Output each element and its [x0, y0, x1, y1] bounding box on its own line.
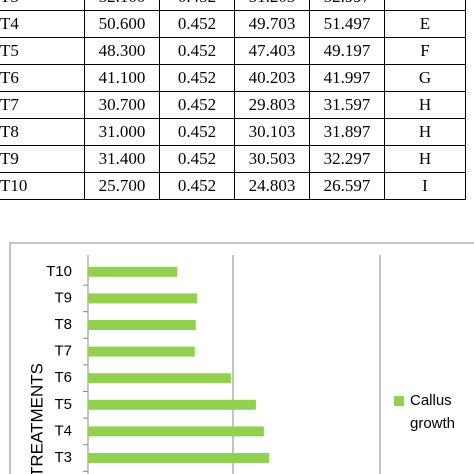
table-row: T7 30.700 0.452 29.803 31.597 H	[0, 91, 466, 119]
chart-frame	[9, 242, 474, 474]
y-axis-label: TREATMENTS	[27, 363, 46, 474]
table-cell: 24.803	[234, 172, 310, 200]
bar	[88, 346, 195, 357]
table-cell: 31.897	[309, 118, 385, 146]
table-row: T5 48.300 0.452 47.403 49.197 F	[0, 37, 466, 65]
table-cell: F	[384, 37, 466, 65]
bar	[88, 320, 196, 330]
table-cell: T10	[0, 172, 85, 200]
bar	[88, 453, 270, 463]
legend-swatch	[394, 396, 404, 406]
table-cell: 51.497	[309, 10, 385, 38]
table-cell: 49.703	[234, 10, 310, 38]
results-table: T352.1000.45251.20352.997T450.6000.45249…	[0, 0, 466, 200]
y-tick-label: T7	[54, 343, 72, 360]
table-cell: 0.452	[159, 91, 235, 119]
table-cell: 30.103	[234, 118, 310, 146]
table-cell: 0.452	[159, 64, 235, 92]
table-cell: T6	[0, 64, 85, 92]
table-cell: H	[384, 91, 466, 119]
y-tick-label: T6	[54, 369, 72, 386]
y-tick-label: T4	[54, 422, 72, 439]
y-tick-label: T10	[46, 263, 72, 280]
table-cell: 25.700	[84, 172, 160, 200]
table-cell: 30.503	[234, 145, 310, 173]
y-tick-label: T5	[54, 396, 72, 413]
bar	[88, 426, 264, 437]
legend-label: growth	[410, 415, 455, 432]
table-cell: 48.300	[84, 37, 160, 65]
y-tick-label: T9	[54, 289, 72, 306]
table-row: T6 41.100 0.452 40.203 41.997 G	[0, 64, 466, 92]
table-cell: 29.803	[234, 91, 310, 119]
table-cell: 40.203	[234, 64, 310, 92]
table-cell: 31.000	[84, 118, 160, 146]
table-row: T10 25.700 0.452 24.803 26.597 I	[0, 172, 466, 200]
table-cell: 50.600	[84, 10, 160, 38]
table-row: T4 50.600 0.452 49.703 51.497 E	[0, 10, 466, 38]
bar	[88, 266, 178, 277]
table-cell: 32.297	[309, 145, 385, 173]
table-cell: 30.700	[84, 91, 160, 119]
table-cell: I	[384, 172, 466, 200]
table-cell: T8	[0, 118, 85, 146]
table-cell: E	[384, 10, 466, 38]
y-tick-label: T8	[54, 316, 72, 333]
bar	[88, 373, 231, 384]
legend-label: Callus	[410, 392, 452, 409]
table-row: T8 31.000 0.452 30.103 31.897 H	[0, 118, 466, 146]
table-cell: 0.452	[159, 172, 235, 200]
table-cell: 26.597	[309, 172, 385, 200]
table-cell: 41.997	[309, 64, 385, 92]
bar	[88, 293, 198, 304]
y-tick-label: T3	[54, 449, 72, 466]
bar	[88, 399, 256, 410]
table-cell: T7	[0, 91, 85, 119]
table-cell: 47.403	[234, 37, 310, 65]
